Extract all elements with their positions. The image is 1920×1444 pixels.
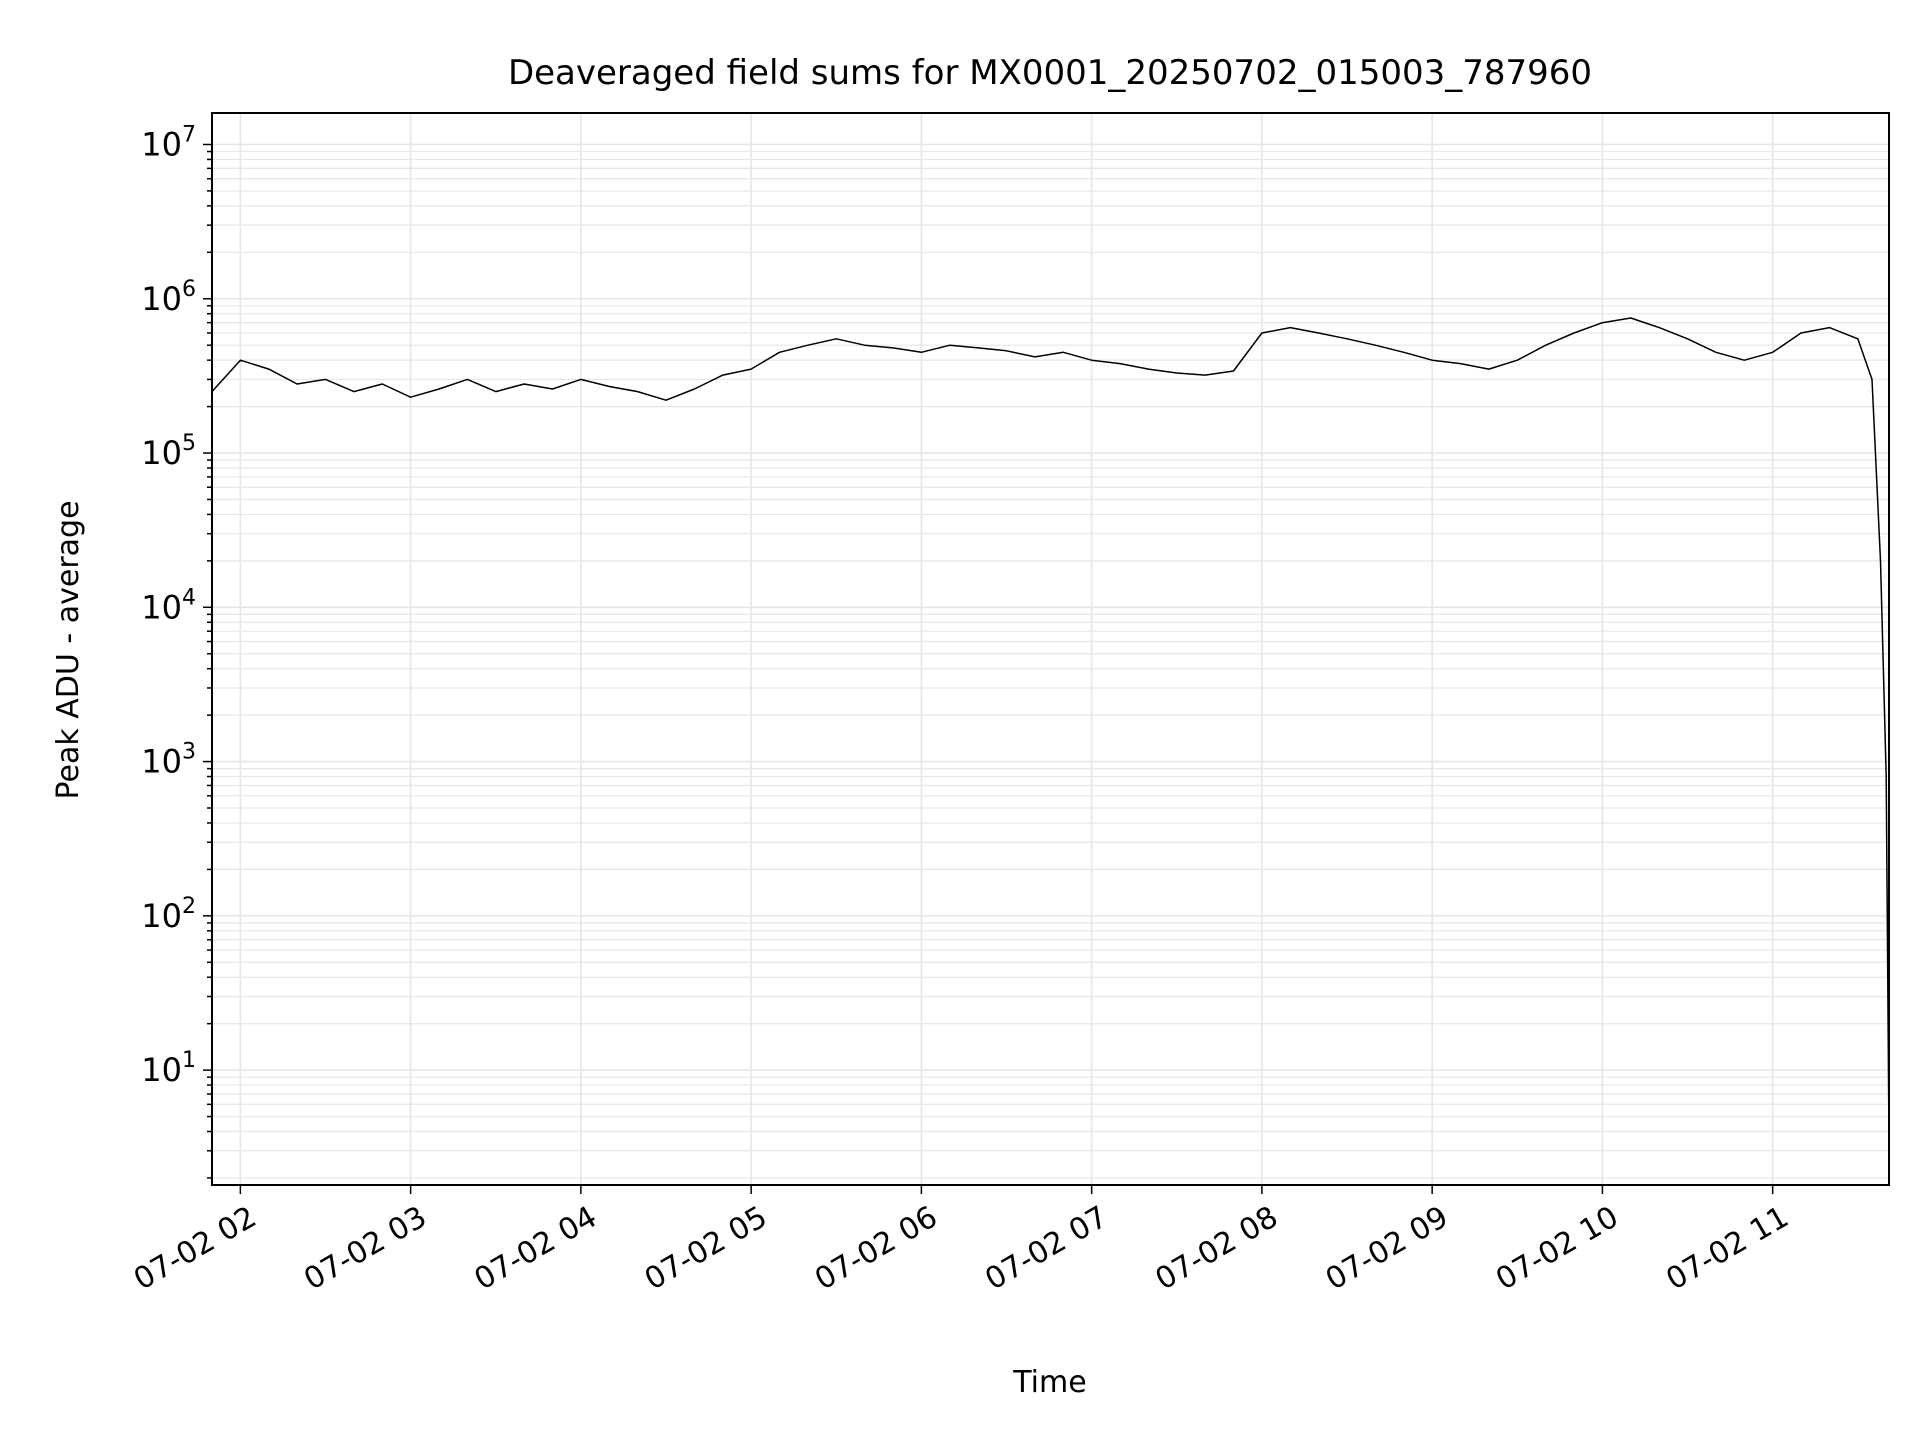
- series-line: [211, 317, 1890, 1141]
- x-tick-label: 07-02 09: [1320, 1200, 1454, 1298]
- x-axis: 07-02 02 07-02 03 07-02 04 07-02 05 07-02 06…: [128, 1185, 1795, 1297]
- y-tick-label: 102: [141, 894, 196, 935]
- y-tick-label: 105: [141, 431, 196, 472]
- chart-title: Deaveraged field sums for MX0001_2025070…: [508, 53, 1592, 93]
- x-tick-label: 07-02 02: [128, 1200, 262, 1298]
- x-tick-label: 07-02 03: [298, 1200, 432, 1298]
- y-tick-label: 106: [141, 277, 196, 318]
- x-tick-label: 07-02 07: [979, 1200, 1113, 1298]
- x-tick-label: 07-02 05: [639, 1200, 773, 1298]
- x-tick-label: 07-02 08: [1150, 1200, 1284, 1298]
- data-line-layer: [211, 317, 1890, 1141]
- x-tick-label: 07-02 11: [1660, 1200, 1794, 1298]
- x-axis-label: Time: [1012, 1365, 1086, 1400]
- x-tick-label: 07-02 10: [1490, 1200, 1624, 1298]
- y-axis: 101 102 103 104 105 106 107: [141, 122, 212, 1179]
- y-tick-label: 101: [141, 1048, 196, 1089]
- x-tick-label: 07-02 06: [809, 1200, 943, 1298]
- y-axis-label: Peak ADU - average: [51, 500, 86, 799]
- plot-frame: [211, 112, 1890, 1186]
- y-tick-label: 103: [141, 740, 196, 781]
- y-tick-label: 107: [141, 122, 196, 163]
- grid: [212, 113, 1889, 1185]
- x-tick-label: 07-02 04: [469, 1200, 603, 1298]
- y-tick-label: 104: [141, 585, 196, 626]
